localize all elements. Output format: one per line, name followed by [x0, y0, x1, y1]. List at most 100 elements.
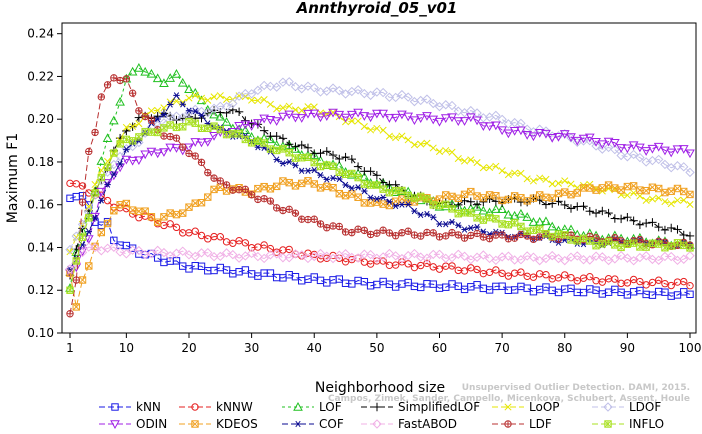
point-ldof — [184, 108, 194, 118]
point-ldof — [603, 142, 614, 153]
point-knnw — [542, 271, 550, 279]
point-cof — [104, 181, 111, 188]
point-knn — [160, 258, 168, 267]
point-inflo — [561, 231, 569, 239]
point-knnw — [379, 257, 387, 265]
point-odin — [672, 145, 683, 155]
point-ldf — [235, 185, 243, 194]
legend-marker-loop — [504, 403, 512, 411]
series-ldf — [66, 74, 694, 318]
point-ldf — [241, 185, 250, 194]
point-knn — [479, 284, 488, 293]
point-inflo — [648, 239, 657, 247]
point-fastabod — [152, 245, 163, 256]
point-fastabod — [127, 245, 138, 255]
point-ldof — [309, 83, 319, 93]
x-tick-label: 20 — [181, 341, 196, 355]
point-inflo — [78, 233, 87, 241]
point-odin — [378, 109, 388, 119]
point-cof — [273, 156, 280, 163]
point-kdeos — [442, 191, 450, 199]
point-knn — [216, 263, 225, 272]
point-ldf — [298, 215, 306, 223]
y-tick-label: 0.20 — [27, 112, 54, 126]
credit-line-2: Campos, Zimek, Sander, Campello, Micenko… — [328, 394, 690, 404]
point-odin — [372, 109, 382, 119]
point-cof — [185, 107, 193, 114]
point-lof — [522, 212, 533, 221]
point-loop — [554, 179, 563, 187]
point-knn — [567, 284, 575, 293]
point-lof — [240, 125, 251, 135]
point-lof — [491, 204, 501, 213]
point-knn — [335, 275, 343, 283]
y-tick-label: 0.18 — [27, 155, 54, 169]
point-knnw — [554, 274, 563, 282]
point-odin — [534, 128, 545, 138]
point-loop — [611, 186, 619, 194]
point-loop — [392, 134, 400, 142]
point-odin — [121, 155, 132, 165]
point-kdeos — [467, 187, 475, 196]
point-knn — [604, 288, 613, 296]
point-simplifiedlof — [316, 149, 325, 158]
point-knnw — [648, 278, 657, 287]
point-loop — [135, 120, 143, 128]
point-cof — [379, 194, 387, 201]
point-lof — [146, 68, 157, 78]
point-loop — [542, 175, 550, 183]
point-odin — [616, 144, 626, 153]
point-ldf — [204, 168, 212, 177]
point-ldof — [397, 89, 407, 100]
point-ldf — [510, 234, 519, 242]
point-fastabod — [203, 247, 213, 258]
point-cof — [473, 223, 481, 231]
point-odin — [609, 139, 620, 148]
point-kdeos — [561, 188, 569, 196]
point-cof — [323, 176, 330, 183]
point-lof — [102, 133, 113, 142]
point-knnw — [216, 233, 225, 241]
point-fastabod — [610, 254, 620, 264]
point-knnw — [417, 261, 425, 270]
point-odin — [572, 136, 583, 146]
point-fastabod — [378, 252, 388, 262]
point-odin — [240, 120, 251, 130]
point-knnw — [135, 214, 143, 222]
point-loop — [623, 191, 631, 199]
point-ldf — [636, 235, 644, 244]
point-knnw — [172, 223, 181, 232]
point-ldf — [592, 234, 600, 242]
point-knnw — [498, 269, 506, 278]
point-simplifiedlof — [591, 208, 601, 218]
point-knnw — [285, 245, 293, 254]
point-knn — [128, 244, 137, 252]
legend-marker-lof — [293, 401, 303, 411]
point-lof — [115, 96, 125, 106]
point-inflo — [354, 173, 362, 182]
point-kdeos — [204, 193, 212, 201]
point-inflo — [686, 244, 694, 252]
point-cof — [110, 170, 118, 178]
point-kdeos — [197, 198, 206, 207]
point-cof — [98, 197, 105, 204]
point-knnw — [222, 238, 231, 246]
point-odin — [666, 148, 677, 158]
legend-label: LDOF — [629, 400, 661, 414]
point-kdeos — [78, 276, 87, 284]
plot-area — [65, 63, 695, 318]
point-lof — [472, 201, 482, 211]
point-odin — [678, 145, 689, 154]
x-tick-label: 30 — [244, 341, 259, 355]
point-ldf — [122, 75, 131, 83]
point-loop — [661, 198, 669, 206]
point-inflo — [279, 145, 287, 153]
point-fastabod — [297, 250, 307, 260]
point-simplifiedlof — [560, 200, 569, 210]
point-simplifiedlof — [616, 214, 626, 224]
credit-line-1: Unsupervised Outlier Detection. DAMI, 20… — [462, 383, 690, 393]
point-inflo — [304, 153, 312, 161]
point-ldf — [291, 209, 300, 217]
point-knnw — [686, 281, 694, 290]
